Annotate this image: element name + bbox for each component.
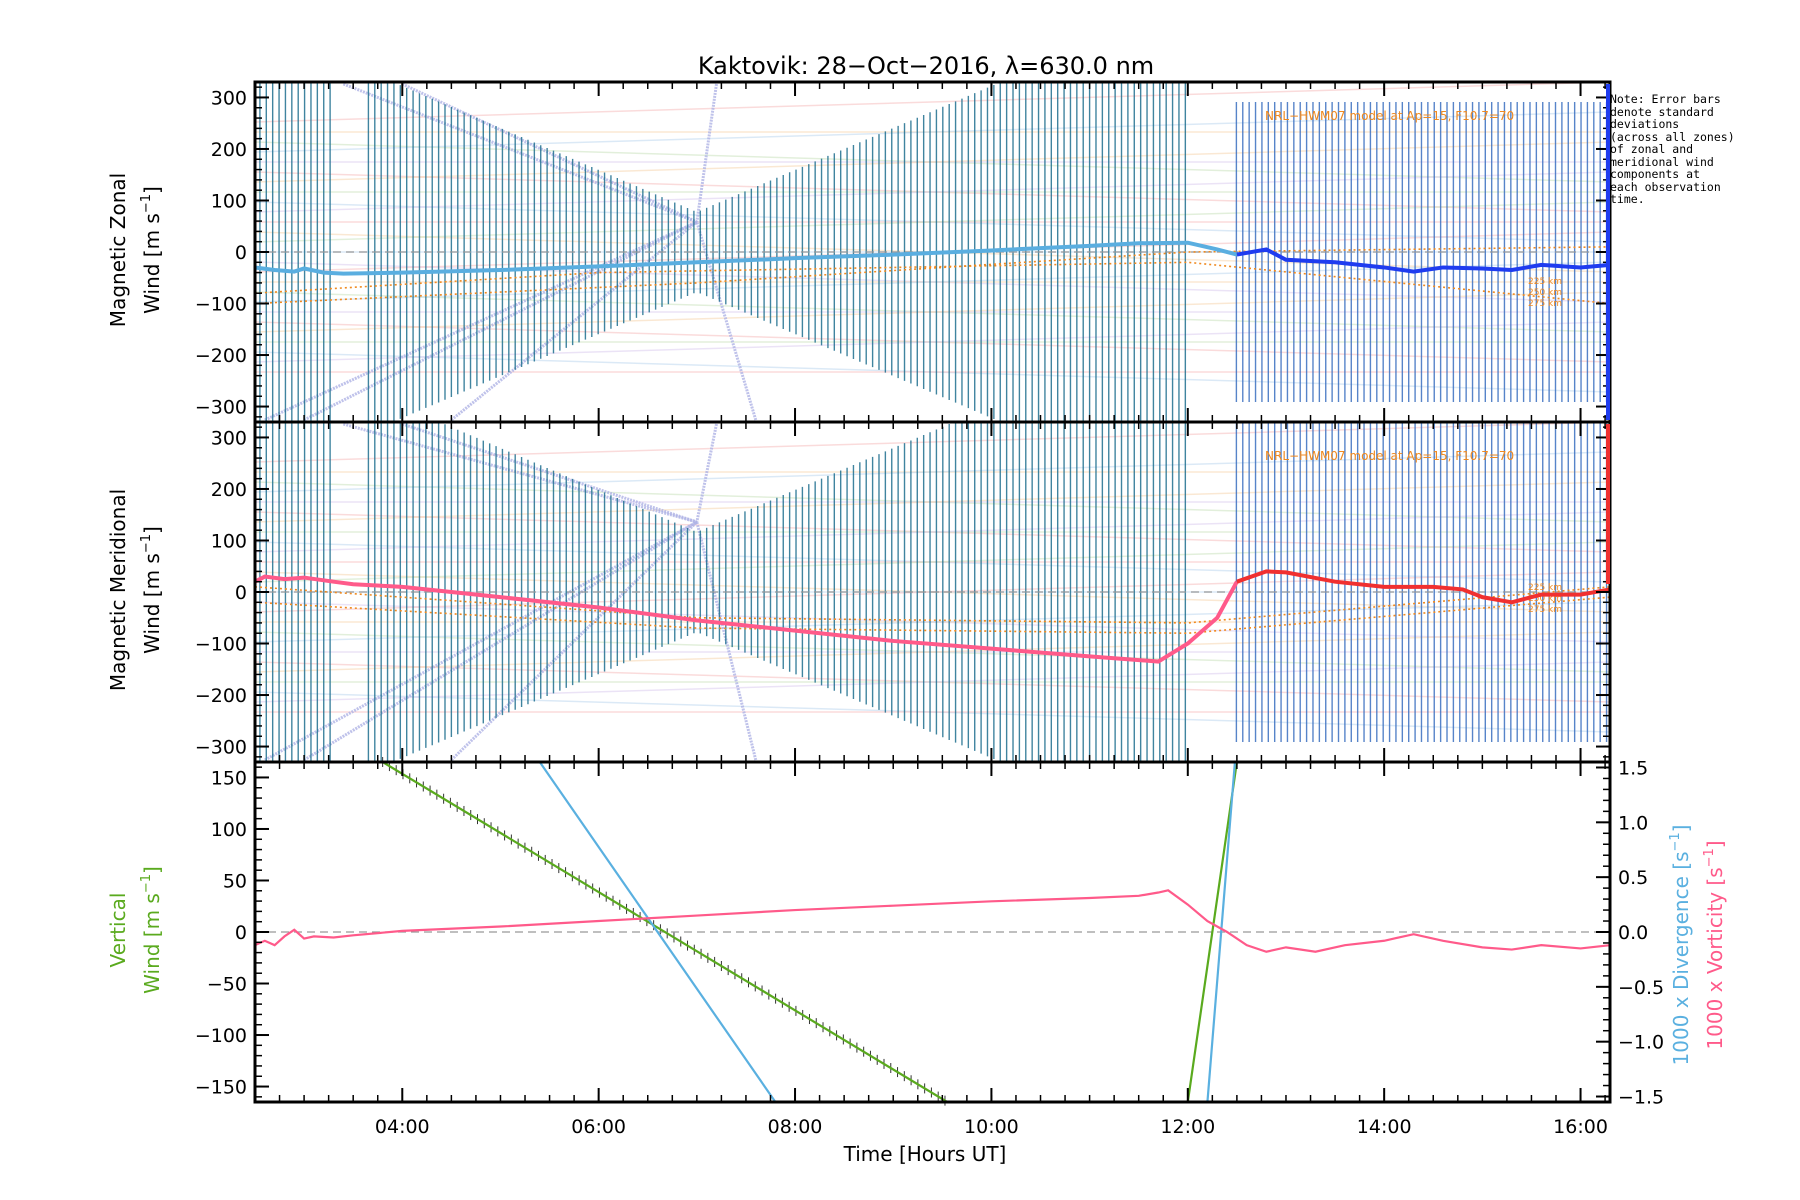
svg-text:Wind [m s−1]: Wind [m s−1] <box>139 186 164 314</box>
meridional-wind-line <box>254 574 1239 664</box>
y-tick-label: −100 <box>195 294 247 316</box>
model-altitude-tag: 275 km <box>1528 299 1562 309</box>
x-tick-label: 16:00 <box>1553 1116 1608 1138</box>
x-tick-label: 04:00 <box>375 1116 430 1138</box>
y-tick-label: 50 <box>223 870 247 892</box>
note-line: meridional wind <box>1610 154 1714 169</box>
model-curve <box>254 246 1611 305</box>
meridional-model-label: NRL−HWM07 model at Ap=15, F10.7=70 <box>1265 449 1514 463</box>
y-tick-label: −300 <box>195 737 247 759</box>
note-line: (across all zones) <box>1610 129 1735 144</box>
vertical-ylabel: Vertical Wind [m s−1] <box>106 866 164 994</box>
note-line: of zonal and <box>1610 142 1694 156</box>
y-tick-label: −100 <box>195 634 247 656</box>
y2-tick-label: 0.5 <box>1618 867 1648 889</box>
svg-text:1000 x Vorticity [s−1]: 1000 x Vorticity [s−1] <box>1702 840 1727 1049</box>
zonal-edge-bar <box>1606 84 1610 420</box>
chart-title: Kaktovik: 28−Oct−2016, λ=630.0 nm <box>698 52 1154 80</box>
note-line: Note: Error bars <box>1610 92 1721 106</box>
y-tick-label: 200 <box>211 479 247 501</box>
y-tick-label: 300 <box>211 87 247 109</box>
x-tick-label: 12:00 <box>1160 1116 1215 1138</box>
y-tick-label: −150 <box>195 1077 247 1099</box>
y-tick-label: −200 <box>195 345 247 367</box>
divergence-y2label: 1000 x Divergence [s−1] <box>1668 825 1693 1066</box>
y-tick-label: 200 <box>211 139 247 161</box>
error-bar-note: Note: Error bars denote standard deviation… <box>1610 93 1780 206</box>
model-altitude-tag: 225 km <box>1528 583 1562 593</box>
vorticity-line <box>254 889 1611 953</box>
svg-text:Magnetic Meridional: Magnetic Meridional <box>106 489 130 691</box>
model-altitude-tag: 225 km <box>1528 277 1562 287</box>
x-tick-label: 08:00 <box>768 1116 823 1138</box>
meridional-edge-bar <box>1606 424 1610 584</box>
model-altitude-tag: 275 km <box>1528 605 1562 615</box>
x-axis-label: Time [Hours UT] <box>843 1142 1007 1166</box>
svg-text:Wind [m s−1]: Wind [m s−1] <box>139 866 164 994</box>
zonal-wind-line <box>1236 247 1611 274</box>
note-line: deviations <box>1610 117 1680 131</box>
y2-tick-label: 1.5 <box>1618 757 1648 779</box>
meridional-wind-line <box>1236 569 1611 605</box>
y2-tick-label: 1.0 <box>1618 812 1648 834</box>
model-altitude-tag: 250 km <box>1528 594 1562 604</box>
svg-text:Vertical: Vertical <box>106 893 130 968</box>
zonal-ylabel: Magnetic Zonal Wind [m s−1] <box>106 173 164 327</box>
meridional-ylabel: Magnetic Meridional Wind [m s−1] <box>106 489 164 691</box>
note-line: each observation <box>1610 179 1721 194</box>
note-line: denote standard <box>1610 104 1714 119</box>
y-tick-label: −200 <box>195 685 247 707</box>
vertical-error-bars <box>382 757 946 1106</box>
x-tick-label: 14:00 <box>1357 1116 1412 1138</box>
x-tick-label: 10:00 <box>964 1116 1019 1138</box>
y2-tick-label: 0.0 <box>1618 922 1648 944</box>
model-curve <box>254 586 1611 624</box>
y-tick-label: 100 <box>211 819 247 841</box>
chart-axes: 300 200 100 0 −100 −200 −300 300 200 100 0 −100 −200… <box>195 80 1664 1138</box>
svg-text:Magnetic Zonal: Magnetic Zonal <box>106 173 130 327</box>
note-line: time. <box>1610 192 1645 206</box>
y-tick-label: 100 <box>211 190 247 212</box>
vertical-line <box>382 761 1238 1104</box>
zonal-model-label: NRL−HWM07 model at Ap=15, F10.7=70 <box>1265 109 1514 123</box>
y-tick-label: 150 <box>211 767 247 789</box>
model-curve <box>254 596 1611 635</box>
x-tick-label: 06:00 <box>571 1116 626 1138</box>
model-altitude-tag: 250 km <box>1528 288 1562 298</box>
svg-text:1000 x Divergence [s−1]: 1000 x Divergence [s−1] <box>1668 825 1693 1066</box>
y-tick-label: 300 <box>211 427 247 449</box>
y2-tick-label: −0.5 <box>1618 977 1664 999</box>
model-curve <box>254 261 1611 305</box>
y2-tick-label: −1.0 <box>1618 1032 1664 1054</box>
y-tick-label: −100 <box>195 1025 247 1047</box>
vorticity-y2label: 1000 x Vorticity [s−1] <box>1702 840 1727 1049</box>
svg-text:Wind [m s−1]: Wind [m s−1] <box>139 526 164 654</box>
y-tick-label: −50 <box>207 974 247 996</box>
y-tick-label: 0 <box>235 582 247 604</box>
y2-tick-label: −1.5 <box>1618 1087 1664 1109</box>
y-tick-label: −300 <box>195 397 247 419</box>
y-tick-label: 0 <box>235 242 247 264</box>
note-line: components at <box>1610 167 1701 181</box>
zonal-wind-line <box>254 240 1238 276</box>
y-tick-label: 100 <box>211 530 247 552</box>
y-tick-label: 0 <box>235 922 247 944</box>
